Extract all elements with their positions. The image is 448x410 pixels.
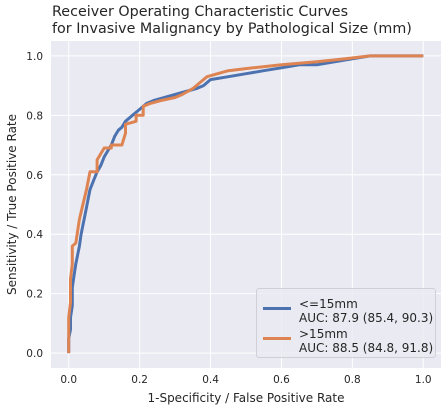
x-tick-label: 0.2: [131, 374, 148, 386]
y-tick-label: 0.8: [26, 110, 43, 122]
x-tick-label: 0.6: [273, 374, 290, 386]
y-axis-label: Sensitivity / True Positive Rate: [5, 114, 19, 295]
legend: <=15mm AUC: 87.9 (85.4, 90.3) >15mm AUC:…: [256, 288, 436, 358]
x-tick-label: 0.8: [344, 374, 361, 386]
roc-line-small-tumors: [67, 54, 424, 354]
legend-swatch-large: [263, 337, 291, 340]
x-tick-label: 1.0: [415, 374, 432, 386]
legend-swatch-small: [263, 307, 291, 310]
y-tick-label: 0.6: [26, 170, 43, 182]
x-axis-label: 1-Specificity / False Positive Rate: [147, 391, 344, 405]
chart-title-line-1: Receiver Operating Characteristic Curves: [52, 4, 349, 20]
legend-auc-small: AUC: 87.9 (85.4, 90.3): [299, 311, 434, 325]
tick-labels: 0.0 0.2 0.4 0.6 0.8 1.0 0.0 0.2 0.4 0.6 0.8 1.0: [26, 51, 431, 386]
y-tick-label: 1.0: [26, 51, 43, 63]
legend-auc-large: AUC: 88.5 (84.8, 91.8): [299, 341, 434, 355]
legend-name-small: <=15mm: [299, 297, 358, 311]
roc-line-large-tumors: [67, 54, 424, 354]
x-tick-label: 0.0: [60, 374, 77, 386]
y-tick-label: 0.2: [26, 289, 43, 301]
legend-name-large: >15mm: [299, 327, 348, 341]
chart-title-line-2: for Invasive Malignancy by Pathological …: [52, 21, 412, 37]
series-layer: [67, 54, 424, 354]
y-tick-label: 0.4: [26, 229, 43, 241]
y-tick-label: 0.0: [26, 348, 43, 360]
x-tick-label: 0.4: [202, 374, 219, 386]
